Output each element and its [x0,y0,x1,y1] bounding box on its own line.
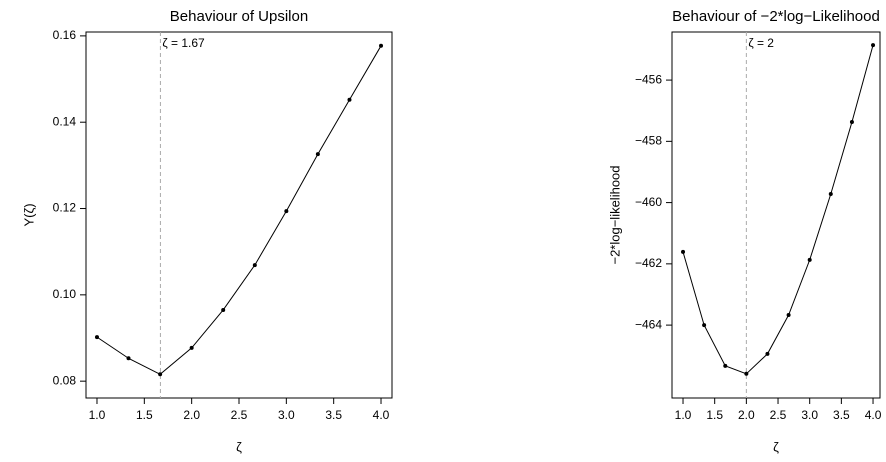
x-tick-label: 3.0 [278,408,295,422]
x-tick-label: 1.5 [706,408,723,422]
y-tick-label: −456 [635,72,662,86]
x-tick-label: 3.5 [325,408,342,422]
x-tick-label: 4.0 [373,408,390,422]
point [284,209,289,214]
point [871,43,876,48]
x-tick-label: 2.0 [183,408,200,422]
y-tick-label: 0.10 [53,287,77,301]
x-tick-label: 1.0 [675,408,692,422]
chart-title: Behaviour of Upsilon [170,8,308,25]
y-tick-label: −464 [635,317,662,331]
x-tick-label: 2.5 [231,408,248,422]
point [786,312,791,317]
y-tick-label: 0.14 [53,114,77,128]
y-tick-label: 0.12 [53,201,77,215]
point [126,356,131,361]
point [252,263,257,268]
x-axis-label: ζ [236,439,242,454]
point [221,307,226,312]
point [189,345,194,350]
x-tick-label: 2.0 [738,408,755,422]
point [849,120,854,125]
annotation: ζ = 2 [748,36,774,50]
point [723,363,728,368]
point [347,97,352,102]
y-tick-label: −458 [635,134,662,148]
annotation: ζ = 1.67 [162,36,205,50]
x-tick-label: 1.5 [136,408,153,422]
y-tick-label: 0.08 [53,373,77,387]
x-tick-label: 2.5 [770,408,787,422]
y-tick-label: 0.16 [53,28,77,42]
chart-title: Behaviour of −2*log−Likelihood [672,8,880,25]
y-axis-label: Υ(ζ) [21,203,36,226]
line [682,45,874,375]
point [315,152,320,157]
x-tick-label: 3.5 [833,408,850,422]
x-tick-label: 1.0 [89,408,106,422]
y-tick-label: −460 [635,195,662,209]
x-tick-label: 4.0 [865,408,882,422]
y-axis-label: −2*log−likelihood [607,165,622,264]
point [765,351,770,356]
point [744,371,749,376]
x-axis-label: ζ [773,439,779,454]
point [94,335,99,340]
point [681,249,686,254]
point [158,372,163,377]
point [702,323,707,328]
x-tick-label: 3.0 [801,408,818,422]
plot-box [85,31,393,399]
point [828,192,833,197]
line [96,45,382,375]
y-tick-label: −462 [635,256,662,270]
plot-box [671,31,881,399]
point [379,43,384,48]
point [807,257,812,262]
